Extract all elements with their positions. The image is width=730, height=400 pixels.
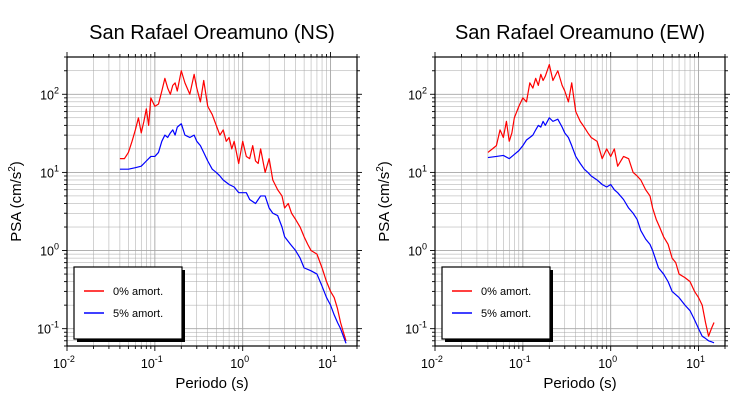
y-tick-label: 101 bbox=[40, 163, 59, 180]
tick-base: 10 bbox=[37, 323, 51, 337]
tick-exponent: 1 bbox=[700, 354, 705, 364]
plot-frame bbox=[66, 56, 358, 347]
tick-base: 10 bbox=[509, 357, 523, 371]
chart-panel-2: San Rafael Oreamuno (EW)10-2 10-1 100 10110… bbox=[375, 22, 730, 392]
y-tick-label: 10-1 bbox=[405, 320, 427, 337]
grid bbox=[66, 56, 358, 347]
tick-base: 10 bbox=[686, 357, 700, 371]
tick-exponent: -2 bbox=[67, 354, 75, 364]
tick-exponent: 0 bbox=[612, 354, 617, 364]
tick-exponent: 1 bbox=[54, 163, 59, 173]
y-label-main: PSA (cm/s bbox=[376, 172, 393, 242]
plot-frame bbox=[434, 56, 726, 347]
tick-base: 10 bbox=[421, 357, 435, 371]
tick-exponent: 0 bbox=[54, 242, 59, 252]
tick-base: 10 bbox=[141, 357, 155, 371]
tick-base: 10 bbox=[40, 166, 54, 180]
legend: 0% amort. 5% amort. bbox=[441, 266, 553, 342]
tick-exponent: 1 bbox=[422, 163, 427, 173]
y-label-close: ) bbox=[8, 161, 25, 166]
tick-exponent: -1 bbox=[523, 354, 531, 364]
chart-title: San Rafael Oreamuno (EW) bbox=[455, 22, 705, 44]
y-tick-label: 100 bbox=[40, 242, 59, 259]
y-tick-label: 100 bbox=[408, 242, 427, 259]
series-line-damped bbox=[119, 123, 347, 344]
y-label-superscript: 2 bbox=[7, 166, 18, 172]
x-tick-label: 10-1 bbox=[509, 354, 531, 371]
tick-base: 10 bbox=[53, 357, 67, 371]
tick-exponent: -1 bbox=[155, 354, 163, 364]
tick-exponent: 0 bbox=[422, 242, 427, 252]
axis-ticks bbox=[62, 52, 362, 351]
grid bbox=[434, 56, 726, 347]
x-tick-label: 100 bbox=[598, 354, 617, 371]
series-line-damped bbox=[487, 117, 715, 344]
tick-base: 10 bbox=[318, 357, 332, 371]
series-line-undamped bbox=[487, 63, 715, 337]
tick-exponent: 2 bbox=[422, 85, 427, 95]
tick-base: 10 bbox=[405, 323, 419, 337]
series-line-undamped bbox=[119, 70, 347, 341]
y-axis-label: PSA (cm/s2) bbox=[375, 161, 393, 242]
x-tick-label: 10-2 bbox=[421, 354, 443, 371]
x-axis-label: Periodo (s) bbox=[543, 375, 616, 392]
tick-exponent: 1 bbox=[332, 354, 337, 364]
y-axis-label: PSA (cm/s2) bbox=[7, 161, 25, 242]
tick-base: 10 bbox=[40, 245, 54, 259]
y-label-main: PSA (cm/s bbox=[8, 172, 25, 242]
legend-label: 0% amort. bbox=[113, 286, 163, 298]
y-label-close: ) bbox=[376, 161, 393, 166]
x-tick-label: 10-1 bbox=[141, 354, 163, 371]
tick-base: 10 bbox=[40, 88, 54, 102]
legend-box bbox=[73, 266, 183, 340]
y-tick-label: 102 bbox=[408, 85, 427, 102]
tick-exponent: 2 bbox=[54, 85, 59, 95]
legend-label: 5% amort. bbox=[481, 308, 531, 320]
tick-exponent: -2 bbox=[435, 354, 443, 364]
y-tick-label: 101 bbox=[408, 163, 427, 180]
legend-label: 0% amort. bbox=[481, 286, 531, 298]
y-label-superscript: 2 bbox=[375, 166, 386, 172]
tick-base: 10 bbox=[408, 166, 422, 180]
axis-ticks bbox=[430, 52, 730, 351]
legend-box bbox=[441, 266, 551, 340]
legend: 0% amort. 5% amort. bbox=[73, 266, 185, 342]
chart-panel-1: San Rafael Oreamuno (NS)10-2 10-1 100 10110… bbox=[7, 22, 362, 392]
x-tick-label: 101 bbox=[686, 354, 705, 371]
legend-label: 5% amort. bbox=[113, 308, 163, 320]
y-tick-label: 10-1 bbox=[37, 320, 59, 337]
y-tick-label: 102 bbox=[40, 85, 59, 102]
x-tick-label: 10-2 bbox=[53, 354, 75, 371]
x-tick-label: 101 bbox=[318, 354, 337, 371]
tick-exponent: -1 bbox=[419, 320, 427, 330]
tick-base: 10 bbox=[598, 357, 612, 371]
x-axis-label: Periodo (s) bbox=[175, 375, 248, 392]
tick-base: 10 bbox=[408, 245, 422, 259]
chart-title: San Rafael Oreamuno (NS) bbox=[89, 22, 335, 44]
tick-base: 10 bbox=[230, 357, 244, 371]
tick-base: 10 bbox=[408, 88, 422, 102]
x-tick-label: 100 bbox=[230, 354, 249, 371]
tick-exponent: -1 bbox=[51, 320, 59, 330]
tick-exponent: 0 bbox=[244, 354, 249, 364]
